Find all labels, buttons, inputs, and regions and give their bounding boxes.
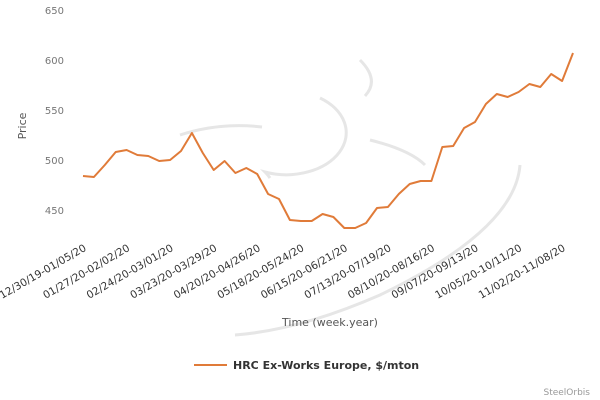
- data-point: [549, 72, 553, 76]
- data-point: [114, 150, 118, 154]
- data-point: [125, 148, 129, 152]
- data-point: [473, 120, 477, 124]
- y-tick-label: 450: [45, 206, 64, 217]
- data-point: [223, 159, 227, 163]
- data-point: [364, 221, 368, 225]
- data-point: [462, 126, 466, 130]
- data-point: [244, 166, 248, 170]
- data-point: [81, 174, 85, 178]
- data-point: [179, 149, 183, 153]
- data-point: [233, 171, 237, 175]
- credit-text: SteelOrbis: [543, 388, 590, 398]
- data-point: [201, 151, 205, 155]
- y-tick-label: 650: [45, 6, 64, 17]
- data-point: [331, 215, 335, 219]
- legend: HRC Ex-Works Europe, $/mton: [194, 359, 419, 372]
- data-point: [135, 153, 139, 157]
- data-point: [353, 226, 357, 230]
- data-point: [571, 51, 575, 55]
- data-point: [190, 131, 194, 135]
- data-point: [506, 95, 510, 99]
- data-point: [495, 92, 499, 96]
- data-point: [484, 102, 488, 106]
- series-group: [81, 51, 575, 230]
- data-point: [397, 192, 401, 196]
- y-axis-ticks: 450 500 550 600 650: [45, 6, 64, 217]
- data-point: [103, 163, 107, 167]
- data-point: [212, 168, 216, 172]
- data-point: [168, 158, 172, 162]
- data-point: [408, 182, 412, 186]
- data-point: [527, 82, 531, 86]
- data-point: [92, 175, 96, 179]
- data-point: [386, 205, 390, 209]
- data-point: [310, 219, 314, 223]
- data-point: [146, 154, 150, 158]
- y-tick-label: 550: [45, 106, 64, 117]
- x-axis-title: Time (week.year): [281, 316, 378, 329]
- data-point: [451, 144, 455, 148]
- data-point: [288, 218, 292, 222]
- watermark-logo: [179, 58, 522, 337]
- data-point: [266, 192, 270, 196]
- y-axis-title: Price: [16, 112, 29, 139]
- data-point: [538, 85, 542, 89]
- legend-label: HRC Ex-Works Europe, $/mton: [233, 359, 419, 372]
- data-point: [419, 179, 423, 183]
- data-point: [429, 179, 433, 183]
- data-point: [157, 159, 161, 163]
- series-line: [82, 52, 574, 229]
- x-axis-ticks: 12/30/19-01/05/2001/27/20-02/02/2002/24/…: [0, 242, 568, 301]
- data-point: [560, 79, 564, 83]
- data-point: [321, 212, 325, 216]
- data-point: [255, 172, 259, 176]
- data-point: [299, 219, 303, 223]
- data-point: [277, 197, 281, 201]
- y-tick-label: 600: [45, 56, 64, 67]
- data-point: [440, 145, 444, 149]
- data-point: [517, 90, 521, 94]
- data-point: [375, 206, 379, 210]
- data-point: [342, 226, 346, 230]
- y-tick-label: 500: [45, 156, 64, 167]
